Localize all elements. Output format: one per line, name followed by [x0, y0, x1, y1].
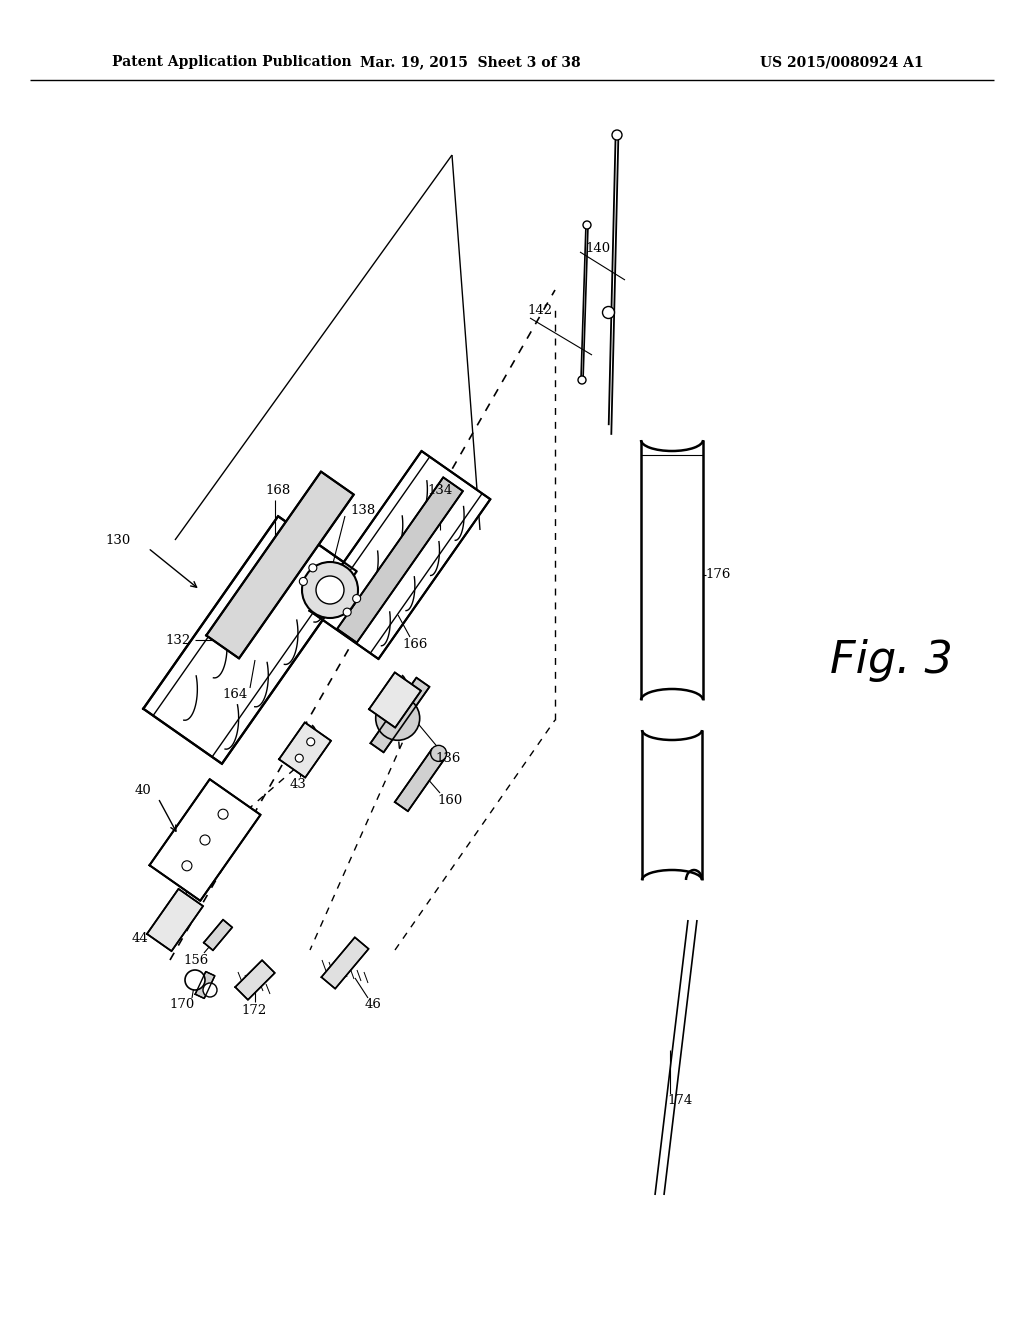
Text: 160: 160: [437, 793, 463, 807]
Polygon shape: [206, 471, 353, 659]
Polygon shape: [143, 516, 356, 764]
Circle shape: [307, 738, 314, 746]
Polygon shape: [204, 920, 232, 950]
Circle shape: [299, 577, 307, 586]
Circle shape: [200, 836, 210, 845]
Text: 136: 136: [435, 751, 461, 764]
Text: 130: 130: [105, 533, 131, 546]
Text: 142: 142: [527, 304, 553, 317]
Circle shape: [612, 129, 622, 140]
Circle shape: [203, 983, 217, 997]
Text: 44: 44: [132, 932, 148, 945]
Polygon shape: [369, 672, 421, 727]
Circle shape: [583, 220, 591, 228]
Circle shape: [309, 564, 316, 572]
Text: 166: 166: [402, 639, 428, 652]
Polygon shape: [309, 451, 490, 659]
Circle shape: [185, 970, 205, 990]
Polygon shape: [322, 937, 369, 989]
Circle shape: [578, 376, 586, 384]
Text: 172: 172: [242, 1003, 266, 1016]
Circle shape: [218, 809, 228, 820]
Text: 170: 170: [169, 998, 195, 1011]
Polygon shape: [150, 779, 260, 900]
Polygon shape: [236, 960, 274, 999]
Circle shape: [376, 696, 420, 741]
Text: 168: 168: [265, 483, 291, 496]
Text: Fig. 3: Fig. 3: [830, 639, 953, 681]
Circle shape: [316, 576, 344, 605]
Text: Patent Application Publication: Patent Application Publication: [112, 55, 351, 69]
Text: 43: 43: [290, 779, 306, 792]
Text: 164: 164: [222, 689, 248, 701]
Text: US 2015/0080924 A1: US 2015/0080924 A1: [760, 55, 924, 69]
Polygon shape: [337, 478, 463, 643]
Text: Mar. 19, 2015  Sheet 3 of 38: Mar. 19, 2015 Sheet 3 of 38: [359, 55, 581, 69]
Text: 40: 40: [134, 784, 152, 796]
Polygon shape: [395, 748, 445, 812]
Polygon shape: [371, 677, 429, 752]
Text: 176: 176: [706, 569, 731, 582]
Polygon shape: [279, 722, 331, 777]
Circle shape: [602, 306, 614, 318]
Text: 134: 134: [427, 483, 453, 496]
Circle shape: [352, 594, 360, 602]
Circle shape: [343, 609, 351, 616]
Text: 138: 138: [350, 503, 376, 516]
Polygon shape: [146, 888, 203, 952]
Circle shape: [182, 861, 191, 871]
Text: 46: 46: [365, 998, 381, 1011]
Text: 156: 156: [183, 953, 209, 966]
Circle shape: [302, 562, 358, 618]
Circle shape: [431, 746, 446, 762]
Circle shape: [295, 754, 303, 762]
Text: 132: 132: [165, 634, 190, 647]
Polygon shape: [196, 972, 215, 998]
Text: 174: 174: [668, 1093, 692, 1106]
Text: 140: 140: [586, 242, 610, 255]
